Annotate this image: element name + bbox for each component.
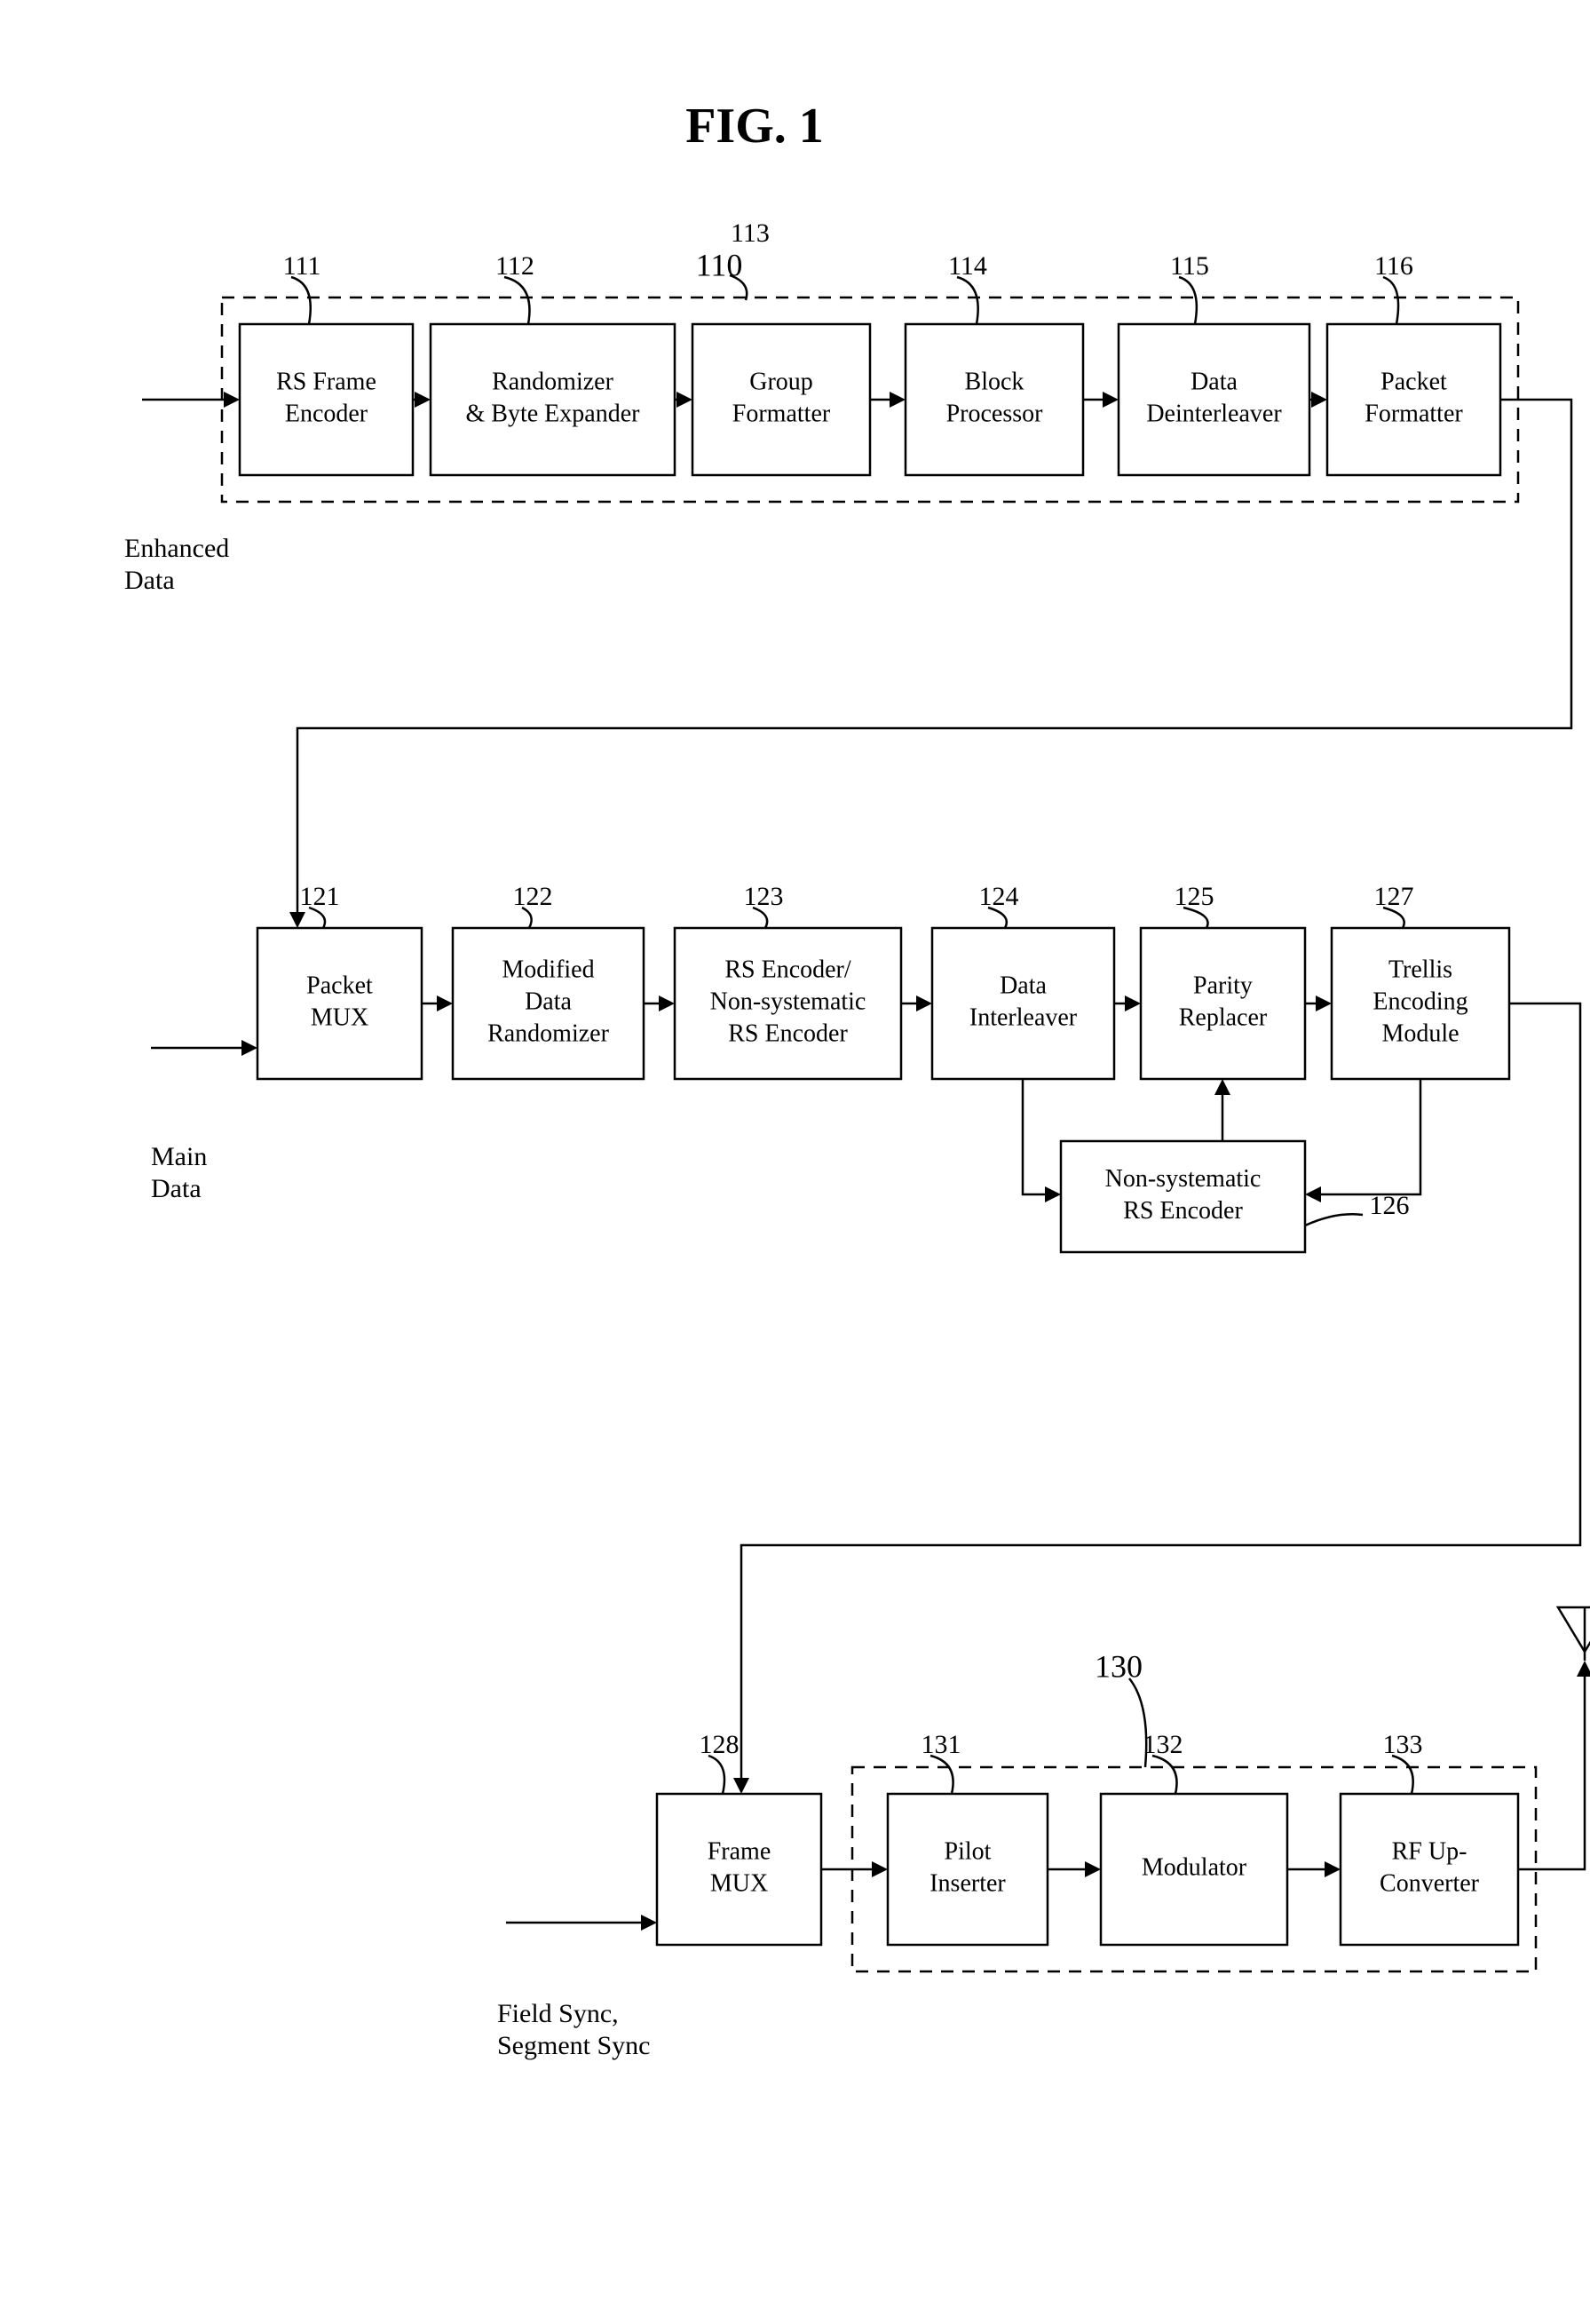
input-in_sync-line0: Field Sync, [497, 1999, 619, 2028]
node-num-133: 133 [1383, 1730, 1423, 1759]
node-113: Group Formatter [692, 324, 870, 475]
svg-text:Data: Data [1000, 972, 1047, 999]
antenna-icon [1558, 1607, 1590, 1661]
node-115: Data Deinterleaver [1119, 324, 1309, 475]
svg-text:RS Frame: RS Frame [276, 368, 376, 395]
svg-text:Data: Data [525, 988, 572, 1015]
svg-text:Pilot: Pilot [945, 1837, 992, 1865]
svg-text:Packet: Packet [1380, 368, 1447, 395]
svg-text:Block: Block [965, 368, 1024, 395]
svg-text:Packet: Packet [306, 972, 373, 999]
node-num-127: 127 [1374, 882, 1414, 911]
node-128: Frame MUX [657, 1794, 821, 1945]
svg-text:Non-systematic: Non-systematic [710, 988, 866, 1015]
svg-text:Trellis: Trellis [1388, 956, 1452, 983]
svg-text:Deinterleaver: Deinterleaver [1146, 400, 1282, 427]
svg-text:Parity: Parity [1193, 972, 1253, 999]
svg-text:Formatter: Formatter [732, 400, 831, 427]
node-111: RS Frame Encoder [240, 324, 413, 475]
svg-text:Interleaver: Interleaver [969, 1003, 1078, 1031]
svg-text:RS Encoder: RS Encoder [1123, 1197, 1243, 1225]
svg-text:MUX: MUX [311, 1003, 368, 1031]
svg-text:Group: Group [749, 368, 813, 395]
svg-text:Encoding: Encoding [1372, 988, 1467, 1015]
svg-text:Modulator: Modulator [1142, 1853, 1247, 1881]
svg-text:Module: Module [1381, 1019, 1459, 1047]
input-in_main-line0: Main [151, 1142, 207, 1171]
svg-text:Randomizer: Randomizer [492, 368, 614, 395]
node-num-124: 124 [979, 882, 1019, 911]
node-num-125: 125 [1175, 882, 1214, 911]
figure-title: FIG. 1 [685, 99, 824, 154]
node-num-132: 132 [1143, 1730, 1183, 1759]
node-131: Pilot Inserter [888, 1794, 1048, 1945]
node-121: Packet MUX [257, 928, 422, 1079]
svg-text:Non-systematic: Non-systematic [1105, 1165, 1262, 1193]
svg-text:RS Encoder: RS Encoder [728, 1019, 848, 1047]
svg-text:RF Up-: RF Up- [1392, 1837, 1467, 1865]
node-125: Parity Replacer [1141, 928, 1305, 1079]
svg-text:RS Encoder/: RS Encoder/ [724, 956, 851, 983]
svg-text:Encoder: Encoder [285, 400, 368, 427]
node-num-113: 113 [731, 218, 770, 248]
svg-text:Formatter: Formatter [1365, 400, 1463, 427]
node-132: Modulator [1101, 1794, 1287, 1945]
node-123: RS Encoder/Non-systematic RS Encoder [675, 928, 901, 1079]
node-num-114: 114 [948, 251, 987, 281]
node-126: Non-systematic RS Encoder [1061, 1141, 1305, 1252]
node-num-115: 115 [1170, 251, 1209, 281]
node-num-121: 121 [300, 882, 340, 911]
svg-text:Replacer: Replacer [1179, 1003, 1268, 1031]
input-in_sync-line1: Segment Sync [497, 2031, 651, 2060]
svg-text:Converter: Converter [1380, 1869, 1480, 1897]
input-in_enh-line0: Enhanced [124, 534, 229, 563]
input-in_main-line1: Data [151, 1174, 202, 1203]
svg-text:Frame: Frame [708, 1837, 771, 1865]
svg-text:MUX: MUX [710, 1869, 768, 1897]
node-116: Packet Formatter [1327, 324, 1500, 475]
node-127: Trellis Encoding Module [1332, 928, 1509, 1079]
svg-text:& Byte Expander: & Byte Expander [466, 400, 641, 427]
svg-text:Inserter: Inserter [929, 1869, 1006, 1897]
node-133: RF Up- Converter [1341, 1794, 1518, 1945]
node-num-116: 116 [1374, 251, 1413, 281]
node-num-123: 123 [744, 882, 784, 911]
node-num-131: 131 [922, 1730, 961, 1759]
svg-text:Data: Data [1191, 368, 1238, 395]
node-num-111: 111 [283, 251, 321, 281]
svg-text:Processor: Processor [946, 400, 1044, 427]
node-num-122: 122 [513, 882, 553, 911]
node-114: Block Processor [906, 324, 1083, 475]
node-122: Modified Data Randomizer [453, 928, 644, 1079]
node-num-128: 128 [700, 1730, 740, 1759]
node-num-112: 112 [495, 251, 534, 281]
node-124: Data Interleaver [932, 928, 1114, 1079]
input-in_enh-line1: Data [124, 566, 175, 595]
group-num-130: 130 [1095, 1648, 1143, 1684]
node-112: Randomizer & Byte Expander [431, 324, 675, 475]
svg-text:Randomizer: Randomizer [487, 1019, 610, 1047]
svg-text:Modified: Modified [502, 956, 594, 983]
